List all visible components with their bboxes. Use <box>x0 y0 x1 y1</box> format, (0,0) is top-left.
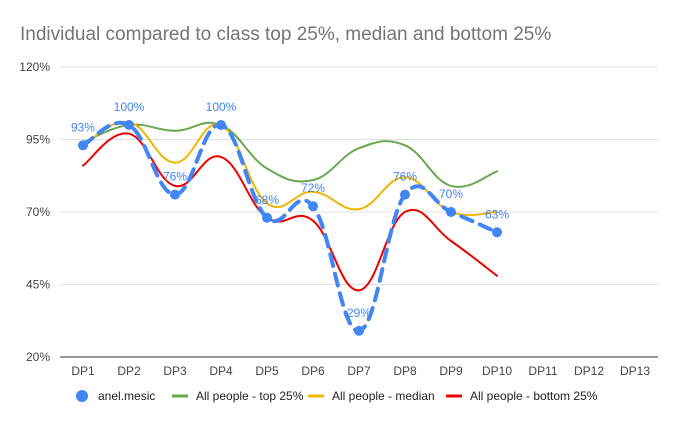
legend-label: All people - median <box>332 389 435 403</box>
legend-label: anel.mesic <box>98 389 155 403</box>
data-label: 70% <box>439 187 463 201</box>
series-line-1 <box>82 121 498 188</box>
y-tick-label: 45% <box>26 278 50 292</box>
data-label: 29% <box>347 306 371 320</box>
series-lines <box>81 120 499 333</box>
y-axis-ticks: 20% 45% 70% 95% 120% <box>19 60 50 364</box>
data-label: 100% <box>206 100 237 114</box>
legend-marker <box>76 390 88 402</box>
x-tick-label: DP4 <box>209 364 233 378</box>
x-tick-label: DP11 <box>528 364 557 378</box>
series-line-0 <box>81 120 499 333</box>
data-labels: 93% 100% 76% 100% 68% 72% 29% 76% 70% 63% <box>71 100 509 320</box>
data-label: 72% <box>301 181 325 195</box>
x-tick-label: DP1 <box>71 364 95 378</box>
x-tick-label: DP7 <box>347 364 371 378</box>
x-axis-ticks: DP1 DP2 DP3 DP4 DP5 DP6 DP7 DP8 DP9 DP10 DP11 DP12 D… <box>71 364 650 378</box>
data-markers <box>78 120 502 336</box>
data-label: 63% <box>485 207 509 221</box>
legend: anel.mesic All people - top 25% All people… <box>76 389 598 403</box>
x-tick-label: DP3 <box>163 364 187 378</box>
data-point <box>216 120 226 130</box>
x-tick-label: DP5 <box>255 364 279 378</box>
x-tick-label: DP2 <box>117 364 141 378</box>
y-tick-label: 95% <box>26 133 50 147</box>
chart-title: Individual compared to class top 25%, me… <box>20 24 551 45</box>
x-tick-label: DP10 <box>482 364 512 378</box>
x-tick-label: DP6 <box>301 364 325 378</box>
data-label: 100% <box>114 100 145 114</box>
x-tick-label: DP8 <box>393 364 417 378</box>
data-point <box>400 189 410 200</box>
y-tick-label: 70% <box>26 205 50 219</box>
data-point <box>446 207 456 217</box>
data-point <box>170 189 180 200</box>
x-tick-label: DP9 <box>439 364 463 378</box>
data-point <box>78 140 88 151</box>
x-tick-label: DP13 <box>620 364 650 378</box>
data-point <box>308 201 318 212</box>
data-point <box>492 227 502 238</box>
series-line-3 <box>82 132 498 292</box>
data-label: 68% <box>255 193 279 207</box>
data-point <box>124 120 134 130</box>
legend-label: All people - bottom 25% <box>470 389 598 403</box>
y-tick-label: 120% <box>19 60 50 74</box>
data-point <box>262 212 272 223</box>
y-tick-label: 20% <box>26 350 50 364</box>
x-tick-label: DP12 <box>574 364 604 378</box>
grid-lines <box>60 66 658 358</box>
data-label: 76% <box>393 170 417 184</box>
legend-label: All people - top 25% <box>196 389 304 403</box>
data-point <box>354 325 364 336</box>
data-label: 93% <box>71 120 95 134</box>
data-label: 76% <box>163 170 187 184</box>
